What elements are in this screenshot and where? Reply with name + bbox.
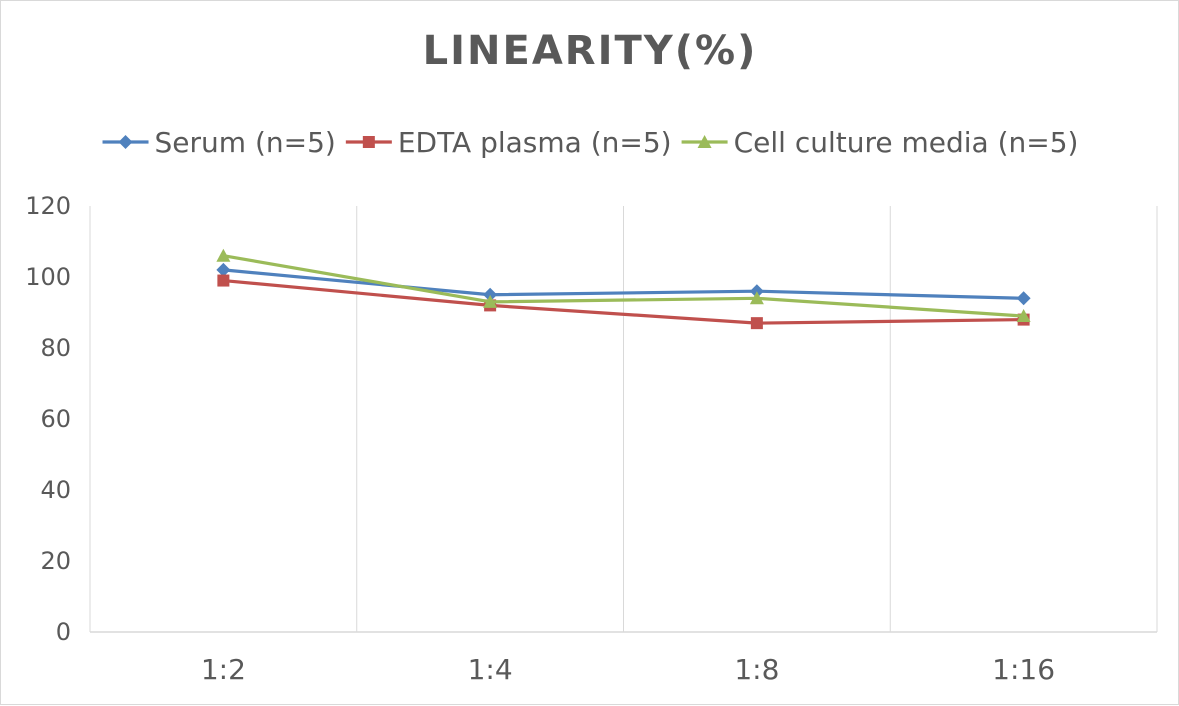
y-tick-label: 0 [56, 618, 71, 646]
data-point [362, 136, 375, 148]
y-tick-label: 120 [25, 192, 71, 220]
data-point [118, 135, 133, 149]
data-point [483, 294, 498, 308]
series-serum [216, 262, 1031, 306]
data-point [1016, 291, 1031, 306]
y-axis-ticks: 0 20 40 60 80 100 120 [25, 192, 71, 646]
series-layer [216, 248, 1031, 330]
data-point [750, 317, 763, 330]
series-line [223, 254, 1024, 318]
legend-item: Cell culture media (n=5) [681, 126, 1079, 159]
data-point [1016, 309, 1031, 323]
data-point [217, 274, 230, 287]
data-point [483, 287, 498, 302]
legend-label: EDTA plasma (n=5) [398, 126, 672, 159]
legend: Serum (n=5) EDTA plasma (n=5) Cell culture… [102, 126, 1079, 159]
y-tick-label: 80 [40, 334, 71, 362]
gridlines [89, 206, 1158, 632]
legend-label: Cell culture media (n=5) [734, 126, 1079, 159]
x-tick-label: 1:2 [201, 653, 246, 686]
series-cell [216, 248, 1031, 323]
data-point [216, 248, 231, 262]
y-tick-label: 60 [40, 405, 71, 433]
chart-title: LINEARITY(%) [423, 28, 758, 74]
y-tick-label: 20 [40, 547, 71, 575]
x-tick-label: 1:4 [468, 653, 513, 686]
data-point [697, 135, 712, 148]
legend-item: Serum (n=5) [102, 126, 336, 159]
data-point [216, 262, 231, 277]
y-tick-label: 40 [40, 476, 71, 504]
legend-label: Serum (n=5) [155, 126, 336, 159]
data-point [749, 291, 764, 305]
series-line [223, 268, 1024, 300]
x-tick-label: 1:16 [992, 653, 1055, 686]
data-point [749, 284, 764, 299]
x-axis-ticks: 1:2 1:4 1:8 1:16 [201, 653, 1055, 686]
series-line [223, 278, 1024, 325]
legend-item: EDTA plasma (n=5) [345, 126, 672, 159]
x-tick-label: 1:8 [734, 653, 779, 686]
y-tick-label: 100 [25, 263, 71, 291]
